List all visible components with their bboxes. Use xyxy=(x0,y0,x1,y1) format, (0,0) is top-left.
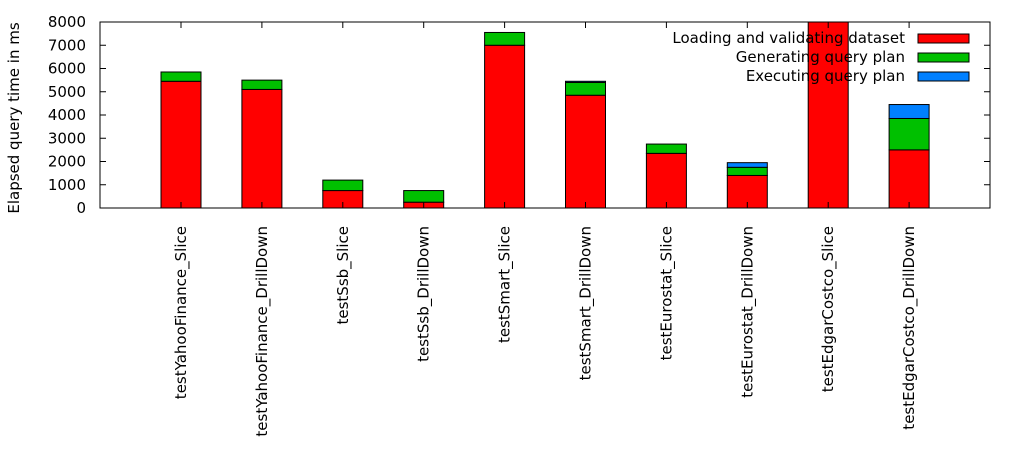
bar-segment-series-1 xyxy=(322,179,364,192)
x-tick-label: testYahooFinance_DrillDown xyxy=(253,226,272,437)
x-tick-label: testSsb_Slice xyxy=(334,226,353,325)
legend-label: Generating query plan xyxy=(736,48,905,66)
bar-segment-series-0 xyxy=(160,80,202,209)
bar-segment-series-0 xyxy=(484,44,526,209)
y-tick-label: 7000 xyxy=(48,36,86,54)
x-tick-label: testEdgarCostco_DrillDown xyxy=(900,226,919,430)
bar-segment-series-0 xyxy=(645,152,687,209)
y-tick-label: 4000 xyxy=(48,106,86,124)
x-tick-label: testYahooFinance_Slice xyxy=(172,226,191,399)
legend-label: Executing query plan xyxy=(746,67,905,85)
bar-segment-series-1 xyxy=(888,117,930,151)
legend-label: Loading and validating dataset xyxy=(672,29,905,47)
x-tick-label: testSmart_DrillDown xyxy=(577,226,596,380)
bar-segment-series-1 xyxy=(645,143,687,154)
x-tick-label: testSsb_DrillDown xyxy=(415,226,434,362)
y-axis: 0 1000 2000 3000 4000 5000 6000 7000 8000 xyxy=(48,13,990,217)
y-tick-label: 6000 xyxy=(48,60,86,78)
legend-swatch xyxy=(917,71,970,82)
y-tick-label: 3000 xyxy=(48,129,86,147)
bar-segment-series-0 xyxy=(888,149,930,209)
y-axis-label: Elapsed query time in ms xyxy=(5,22,23,213)
legend: Loading and validating datasetGenerating… xyxy=(672,29,970,85)
y-tick-label: 8000 xyxy=(48,13,86,31)
bar-segment-series-1 xyxy=(403,190,445,203)
y-tick-label: 1000 xyxy=(48,176,86,194)
bar-segment-series-1 xyxy=(484,31,526,46)
bars-layer xyxy=(160,21,930,209)
bar-segment-series-2 xyxy=(565,80,606,83)
legend-swatch xyxy=(917,52,970,63)
bar-segment-series-1 xyxy=(726,166,768,176)
x-axis: testYahooFinance_Slice testYahooFinance_D… xyxy=(172,22,919,437)
bar-segment-series-0 xyxy=(807,21,849,209)
x-tick-label: testEdgarCostco_Slice xyxy=(819,226,838,392)
bar-segment-series-1 xyxy=(241,79,283,90)
y-tick-label: 0 xyxy=(76,199,86,217)
bar-segment-series-2 xyxy=(726,162,768,168)
y-tick-label: 5000 xyxy=(48,83,86,101)
y-tick-label: 2000 xyxy=(48,153,86,171)
bar-segment-series-1 xyxy=(565,81,606,96)
bar-segment-series-0 xyxy=(241,88,283,209)
x-tick-label: testSmart_Slice xyxy=(496,226,515,343)
bar-segment-series-0 xyxy=(565,94,606,209)
bar-segment-series-1 xyxy=(160,71,202,82)
x-tick-label: testEurostat_DrillDown xyxy=(738,226,757,398)
x-tick-label: testEurostat_Slice xyxy=(657,226,676,360)
bar-segment-series-2 xyxy=(888,104,930,119)
legend-swatch xyxy=(917,33,970,44)
